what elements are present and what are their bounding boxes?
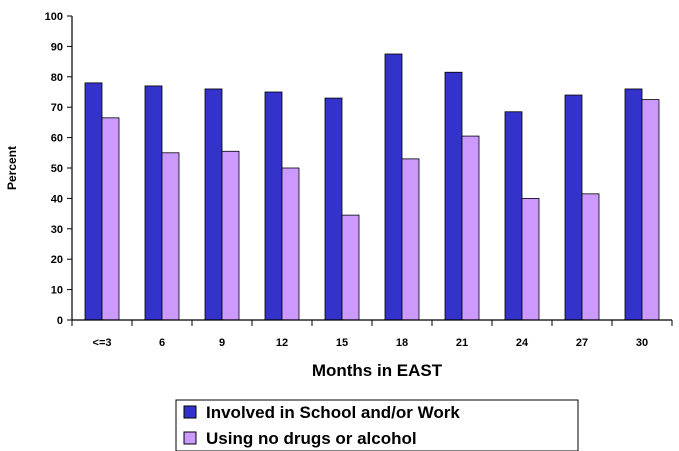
bar-no-drugs xyxy=(341,214,360,321)
bar-involved xyxy=(84,82,103,321)
y-axis-title: Percent xyxy=(5,146,19,190)
x-tick-label: 18 xyxy=(396,337,408,349)
bar-no-drugs xyxy=(281,167,300,321)
x-tick-label: 30 xyxy=(636,337,648,349)
legend-box xyxy=(175,399,579,451)
y-tick-label: 40 xyxy=(51,193,63,205)
bar-no-drugs xyxy=(101,117,120,321)
x-tick-label: 6 xyxy=(159,337,165,349)
bars xyxy=(84,53,660,321)
legend-label-no-drugs: Using no drugs or alcohol xyxy=(206,429,417,448)
x-tick-label: <=3 xyxy=(93,337,112,349)
x-tick-label: 27 xyxy=(576,337,588,349)
bar-involved xyxy=(504,111,523,321)
legend-swatch-involved xyxy=(183,405,197,419)
bar-no-drugs xyxy=(581,193,600,321)
x-tick-label: 24 xyxy=(516,337,529,349)
y-tick-label: 60 xyxy=(51,133,63,145)
y-tick-label: 30 xyxy=(51,224,63,236)
legend-label-involved: Involved in School and/or Work xyxy=(206,403,460,422)
x-tick-label: 21 xyxy=(456,337,468,349)
bar-involved xyxy=(204,88,223,321)
x-axis-ticks: <=3 6 9 12 15 18 21 24 27 30 xyxy=(71,320,673,349)
bar-involved xyxy=(324,97,343,321)
bar-involved xyxy=(624,88,643,321)
x-tick-label: 12 xyxy=(276,337,288,349)
y-tick-label: 80 xyxy=(51,72,63,84)
bar-no-drugs xyxy=(641,99,660,321)
y-tick-label: 50 xyxy=(51,163,63,175)
bar-no-drugs xyxy=(401,158,420,321)
bar-no-drugs xyxy=(461,135,480,321)
y-tick-label: 0 xyxy=(57,315,63,327)
y-axis-ticks: 0 10 20 30 40 50 60 70 80 90 100 xyxy=(45,11,72,327)
y-tick-label: 20 xyxy=(51,254,63,266)
bar-involved xyxy=(564,94,583,321)
bar-involved xyxy=(384,53,403,321)
bar-no-drugs xyxy=(221,150,240,321)
bar-involved xyxy=(144,85,163,321)
bar-involved xyxy=(264,91,283,321)
bar-involved xyxy=(444,71,463,321)
y-tick-label: 100 xyxy=(45,11,63,23)
axes xyxy=(71,16,672,321)
x-tick-label: 9 xyxy=(219,337,225,349)
bar-no-drugs xyxy=(161,152,180,321)
y-tick-label: 90 xyxy=(51,41,63,53)
legend: Involved in School and/or Work Using no … xyxy=(175,399,579,451)
y-tick-label: 10 xyxy=(51,285,63,297)
legend-swatch-no-drugs xyxy=(183,431,197,445)
x-tick-label: 15 xyxy=(336,337,348,349)
y-tick-label: 70 xyxy=(51,102,63,114)
x-axis-title: Months in EAST xyxy=(312,361,443,380)
bar-no-drugs xyxy=(521,197,540,321)
